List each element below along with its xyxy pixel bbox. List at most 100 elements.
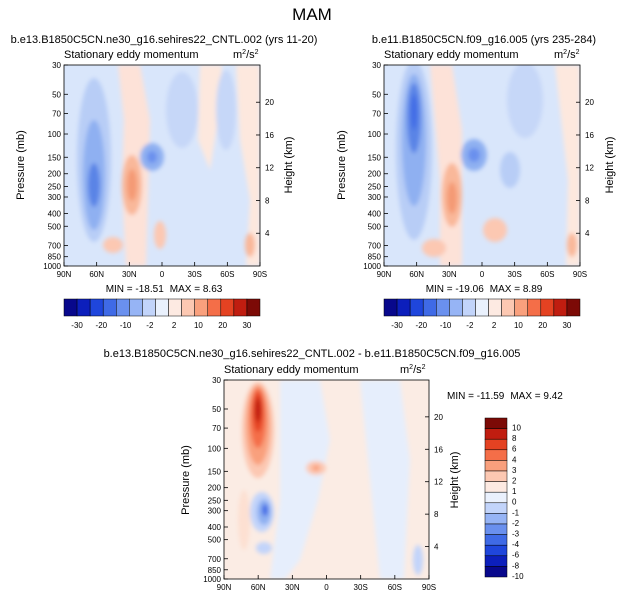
colorbar-label: 20: [538, 321, 547, 330]
y-tick-label: 150: [48, 153, 62, 162]
panel-1-contours: [64, 65, 260, 266]
colorbar-swatch: [436, 298, 450, 317]
figure-title: MAM: [292, 5, 332, 24]
x-tick-label: 30N: [442, 270, 457, 279]
colorbar-swatch: [194, 298, 208, 317]
y-tick-label: 200: [368, 170, 382, 179]
x-tick-label: 30N: [285, 583, 300, 592]
y-tick-label: 30: [52, 61, 61, 70]
y-tick-label: 850: [368, 253, 382, 262]
panel-1-minmax: MIN = -18.51 MAX = 8.63: [106, 284, 223, 295]
x-tick-label: 60N: [409, 270, 424, 279]
colorbar-label: 0: [512, 498, 517, 507]
x-tick-label: 0: [160, 270, 165, 279]
y2-tick-label: 4: [434, 543, 439, 552]
panel-1: b.e13.B1850C5CN.ne30_g16.sehires22_CNTL.…: [11, 34, 318, 295]
y2-tick-label: 4: [585, 229, 590, 238]
y-tick-label: 200: [48, 170, 62, 179]
colorbar-label: 10: [512, 424, 521, 433]
y-tick-label: 700: [48, 242, 62, 251]
panel-2-minmax: MIN = -19.06 MAX = 8.89: [426, 284, 543, 295]
x-tick-label: 0: [480, 270, 485, 279]
colorbar-swatch: [484, 544, 508, 557]
y-tick-label: 300: [48, 193, 62, 202]
colorbar-label: -6: [512, 551, 520, 560]
colorbar-swatch: [540, 298, 555, 317]
colorbar-label: 10: [194, 321, 203, 330]
panel-2-ylabel: Pressure (mb): [336, 130, 348, 200]
panel-1-units: m2/s2: [233, 49, 259, 61]
panel-2-units: m2/s2: [554, 49, 580, 61]
colorbar-label: 1: [512, 487, 517, 496]
x-tick-label: 30S: [354, 583, 368, 592]
y-tick-label: 1000: [203, 575, 221, 584]
y-tick-label: 500: [48, 222, 62, 231]
y-tick-label: 200: [208, 484, 222, 493]
colorbar-swatch: [449, 298, 463, 317]
colorbar-swatch: [396, 298, 411, 317]
panel-3: b.e13.B1850C5CN.ne30_g16.sehires22_CNTL.…: [104, 348, 564, 592]
x-tick-label: 60S: [388, 583, 402, 592]
colorbar-swatch: [220, 298, 235, 317]
x-tick-label: 60N: [251, 583, 266, 592]
colorbar-label: 10: [514, 321, 523, 330]
panel-1-ylabel: Pressure (mb): [15, 130, 27, 200]
y-tick-label: 400: [208, 523, 222, 532]
colorbar-swatch: [484, 438, 508, 451]
colorbar-swatch: [484, 502, 508, 514]
y-tick-label: 500: [368, 222, 382, 231]
colorbar-swatch: [501, 298, 515, 317]
colorbar-label: -30: [391, 321, 403, 330]
x-tick-label: 90N: [377, 270, 392, 279]
colorbar-label: -10: [440, 321, 452, 330]
colorbar-label: 6: [512, 445, 517, 454]
y2-tick-label: 8: [585, 196, 590, 205]
colorbar-swatch: [89, 298, 104, 317]
colorbar-label: 3: [512, 466, 517, 475]
colorbar-label: 30: [242, 321, 251, 330]
y2-tick-label: 12: [265, 164, 274, 173]
y2-tick-label: 20: [434, 413, 443, 422]
x-tick-label: 90N: [57, 270, 72, 279]
colorbar-swatch: [383, 298, 398, 317]
y-tick-label: 50: [372, 90, 381, 99]
colorbar-label: -30: [71, 321, 83, 330]
y2-tick-label: 4: [265, 229, 270, 238]
x-tick-label: 90S: [573, 270, 587, 279]
y2-tick-label: 16: [585, 131, 594, 140]
panel-3-y2label: Height (km): [449, 452, 461, 509]
y2-tick-label: 12: [434, 478, 443, 487]
colorbar-label: 4: [512, 455, 517, 464]
panel-3-axes: 90N 60N 30N 0 30S 60S 90S 30 50 70 100 150 200 250 300…: [203, 376, 443, 592]
x-tick-label: 60S: [220, 270, 234, 279]
colorbar-swatch: [142, 298, 156, 317]
y2-tick-label: 8: [434, 510, 439, 519]
y2-tick-label: 12: [585, 164, 594, 173]
y-tick-label: 100: [368, 130, 382, 139]
colorbar-swatch: [129, 298, 143, 317]
y-tick-label: 70: [52, 110, 61, 119]
y-tick-label: 250: [48, 183, 62, 192]
y-tick-label: 700: [368, 242, 382, 251]
y2-tick-label: 8: [265, 196, 270, 205]
x-tick-label: 0: [324, 583, 329, 592]
x-tick-label: 30N: [122, 270, 137, 279]
colorbar-swatch: [484, 534, 508, 546]
panel-1-title: b.e13.B1850C5CN.ne30_g16.sehires22_CNTL.…: [11, 34, 318, 46]
colorbar-swatch: [484, 491, 508, 504]
y-tick-label: 300: [208, 507, 222, 516]
colorbar-swatch: [484, 428, 508, 440]
y-tick-label: 1000: [363, 262, 381, 271]
colorbar-label: -2: [466, 321, 474, 330]
panel-3-minmax: MIN = -11.59 MAX = 9.42: [447, 391, 563, 402]
y-tick-label: 1000: [43, 262, 61, 271]
x-tick-label: 90S: [253, 270, 267, 279]
y-tick-label: 50: [52, 90, 61, 99]
colorbar-1: -30 -20 -10 -2 2 10 20 30: [63, 298, 261, 330]
panel-2-contours: [384, 65, 580, 266]
panel-3-contours: [224, 380, 429, 579]
x-tick-label: 60S: [540, 270, 554, 279]
y-tick-label: 70: [372, 110, 381, 119]
panel-2: b.e11.B1850C5CN.f09_g16.005 (yrs 235-284…: [336, 34, 616, 295]
y-tick-label: 150: [208, 467, 222, 476]
